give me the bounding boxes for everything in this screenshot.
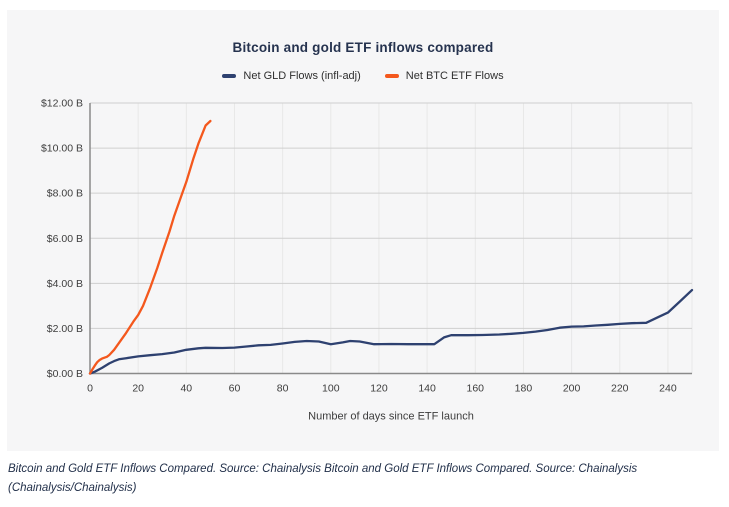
line-chart-plot: $0.00 B $2.00 B $4.00 B $6.00 B $8.00 B $10.0…: [41, 98, 694, 423]
x-tick-label: 60: [229, 383, 241, 395]
x-tick-label: 80: [277, 383, 289, 395]
legend-item-btc: Net BTC ETF Flows: [384, 70, 504, 82]
legend-label: Net BTC ETF Flows: [405, 70, 504, 82]
chart-title: Bitcoin and gold ETF inflows compared: [232, 40, 494, 55]
legend-swatch-icon: [384, 74, 399, 78]
x-axis-title: Number of days since ETF launch: [308, 411, 474, 423]
y-tick-label: $6.00 B: [47, 233, 83, 245]
chart-legend: Net GLD Flows (infl-adj) Net BTC ETF Flow…: [7, 70, 719, 82]
x-tick-label: 240: [659, 383, 677, 395]
gld-flows-line: [88, 288, 694, 375]
x-tick-label: 180: [515, 383, 533, 395]
y-tick-label: $0.00 B: [47, 368, 83, 380]
legend-item-gld: Net GLD Flows (infl-adj): [222, 70, 361, 82]
y-tick-label: $8.00 B: [47, 188, 83, 200]
image-caption: Bitcoin and Gold ETF Inflows Compared. S…: [8, 463, 638, 494]
y-tick-label: $10.00 B: [41, 143, 83, 155]
x-tick-label: 120: [370, 383, 388, 395]
chart-card: Bitcoin and gold ETF inflows compared Ne…: [7, 10, 719, 451]
x-tick-label: 200: [563, 383, 581, 395]
x-tick-label: 0: [87, 383, 93, 395]
x-tick-label: 100: [322, 383, 340, 395]
x-tick-label: 140: [418, 383, 436, 395]
x-tick-label: 40: [180, 383, 192, 395]
y-tick-label: $12.00 B: [41, 98, 83, 110]
legend-label: Net GLD Flows (infl-adj): [243, 70, 361, 82]
x-tick-label: 220: [611, 383, 629, 395]
legend-swatch-icon: [222, 74, 237, 78]
x-tick-label: 20: [132, 383, 144, 395]
y-tick-label: $4.00 B: [47, 278, 83, 290]
x-tick-label: 160: [467, 383, 485, 395]
y-tick-label: $2.00 B: [47, 323, 83, 335]
btc-etf-flows-line: [88, 119, 212, 375]
